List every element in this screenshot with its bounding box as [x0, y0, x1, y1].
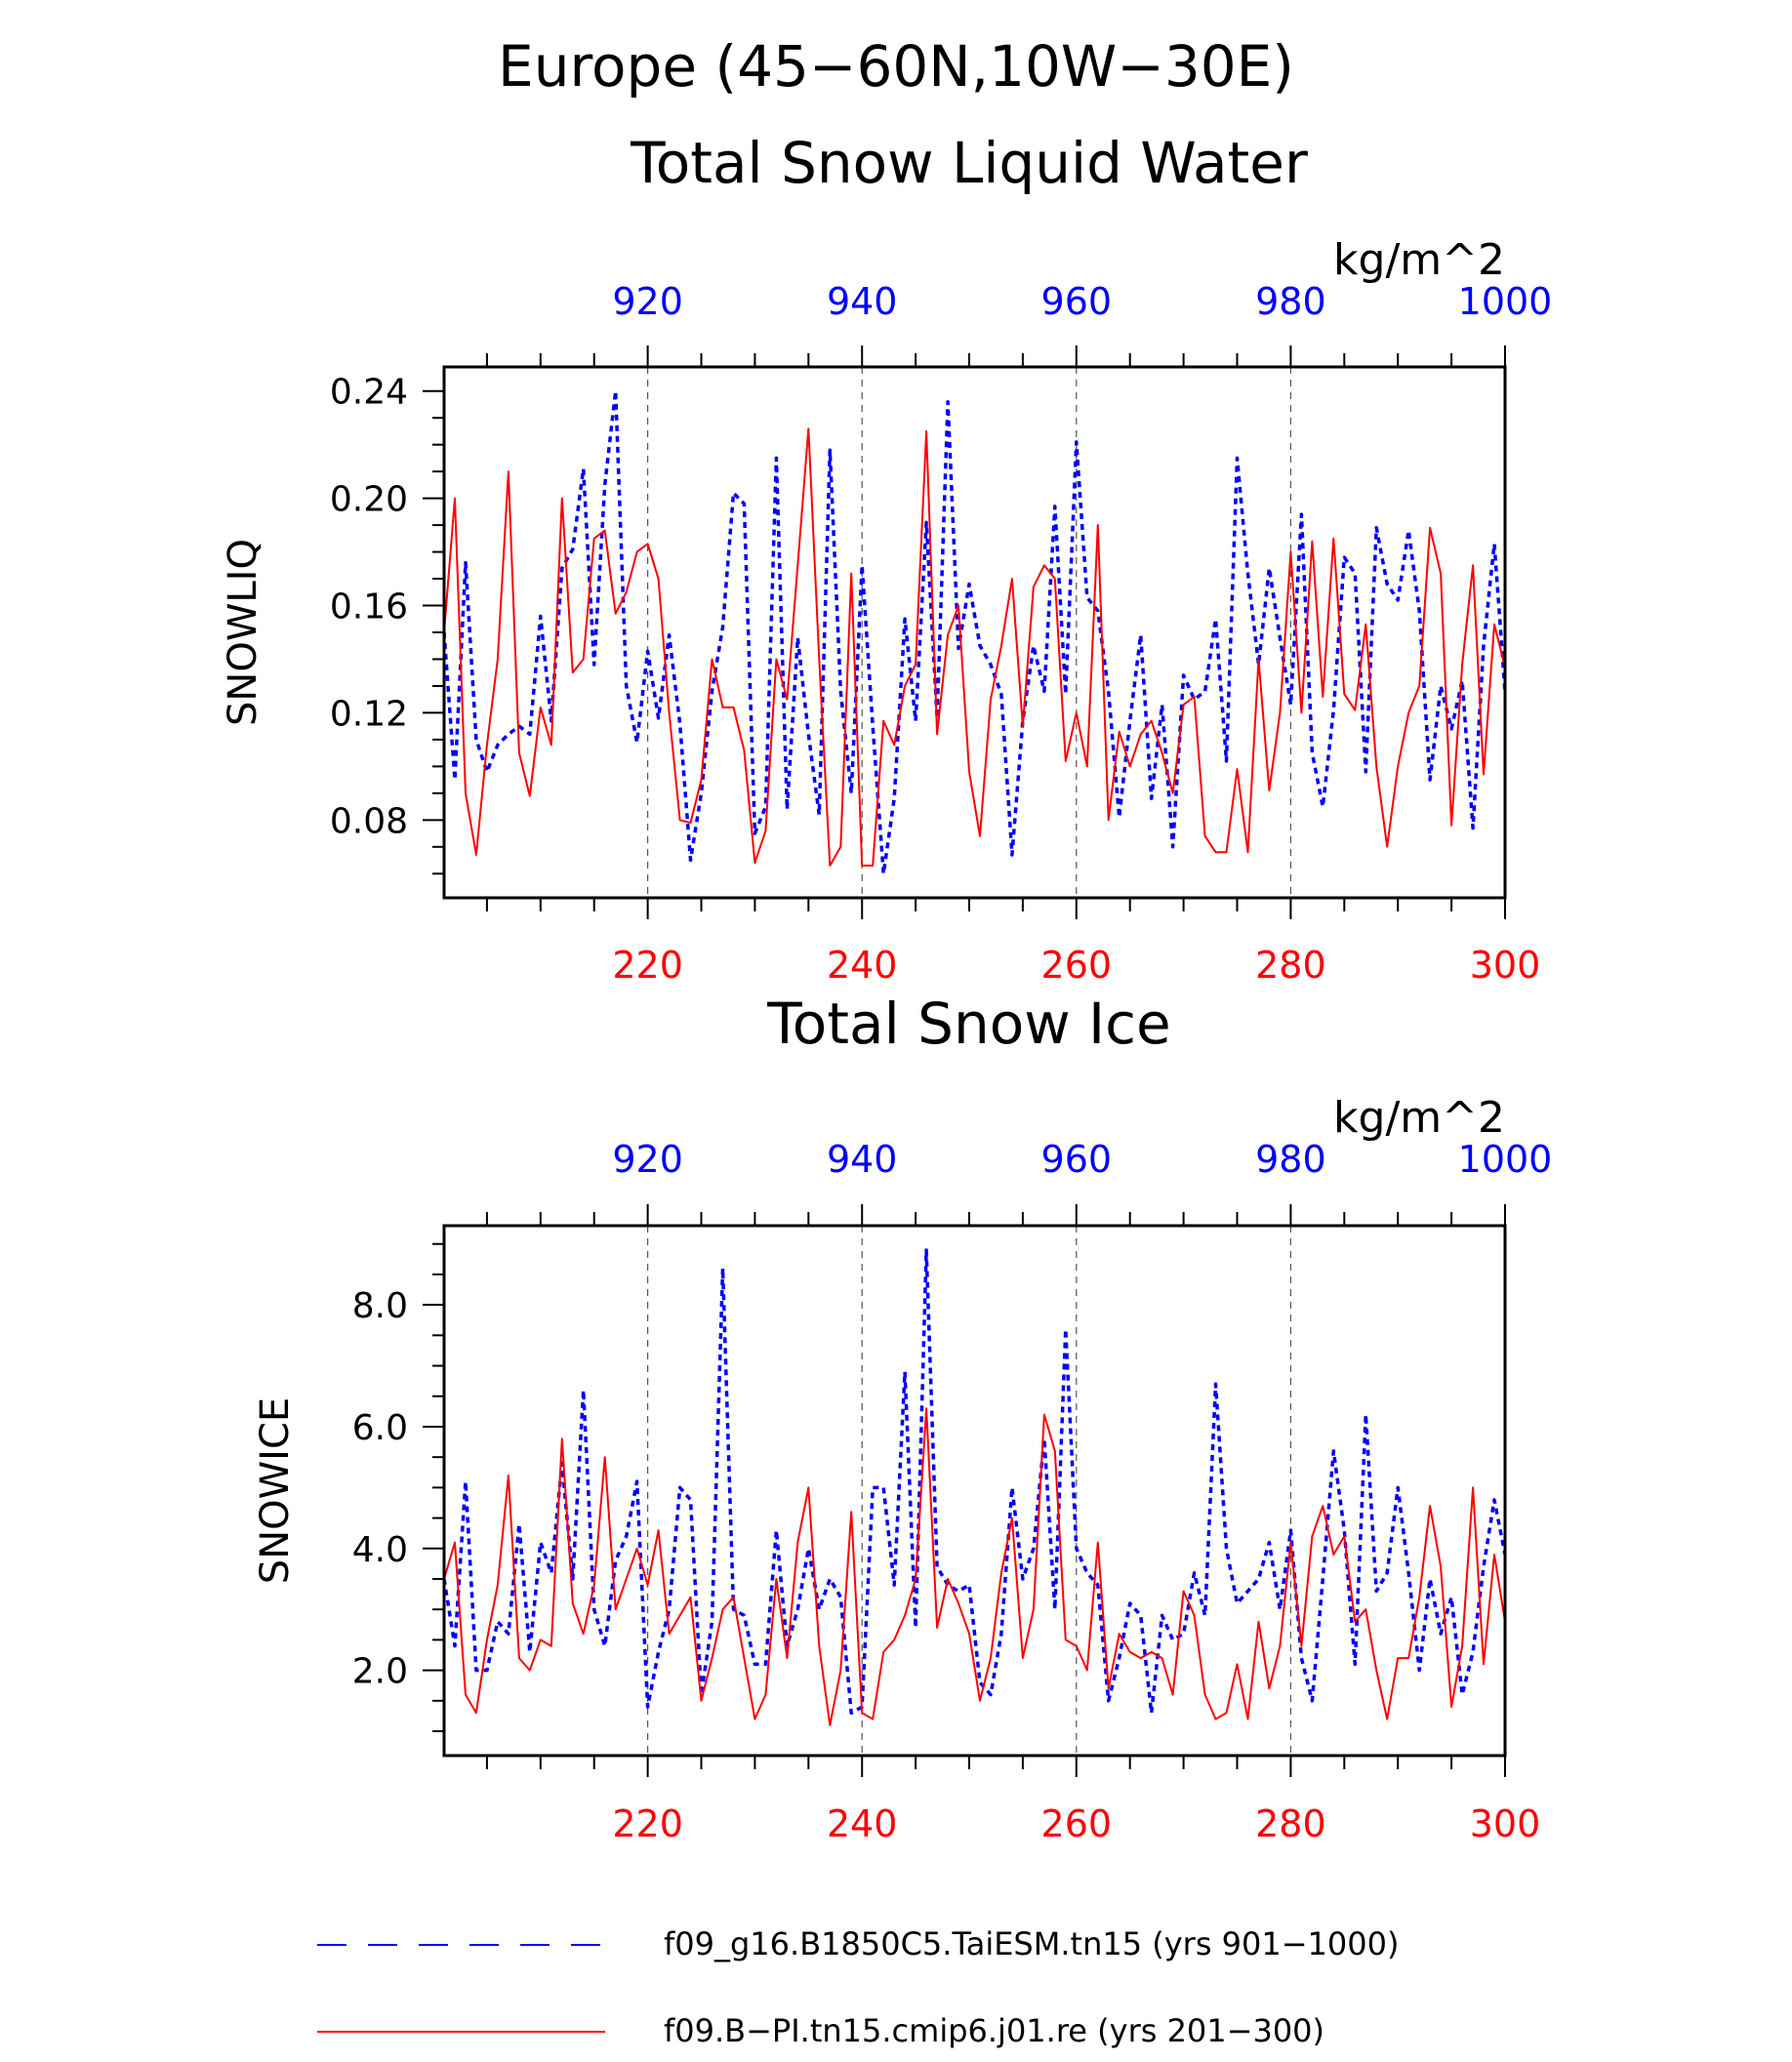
y-tick-label: 8.0	[352, 1286, 408, 1326]
x-top-tick-label: 940	[827, 1138, 898, 1181]
x-bottom-tick-label: 280	[1255, 1802, 1326, 1845]
x-top-tick-label: 980	[1255, 1138, 1326, 1181]
y-axis-label: SNOWLIQ	[221, 539, 265, 726]
snowliq-panel: Total Snow Liquid Water kg/m^2 0.08 0.12 0.1…	[221, 130, 1552, 987]
x-top-tick-label: 940	[827, 280, 898, 323]
series-line-red	[443, 1407, 1506, 1726]
x-bottom-tick-label: 220	[612, 944, 683, 987]
series-line-blue	[442, 1248, 1507, 1716]
y-axis-label: SNOWICE	[253, 1397, 298, 1584]
y-tick-label: 0.20	[330, 480, 408, 520]
y-tick-label: 0.16	[330, 587, 408, 627]
x-bottom-tick-label: 300	[1470, 1802, 1541, 1845]
units-label: kg/m^2	[1333, 235, 1505, 285]
figure-title-region: Europe (45−60N,10W−30E)	[498, 33, 1294, 100]
panel-title: Total Snow Liquid Water	[630, 130, 1308, 196]
series-line-red	[443, 427, 1506, 867]
snowice-panel: Total Snow Ice kg/m^2 2.0 4.0 6.0 8.0 SNOWICE 2…	[253, 991, 1552, 1845]
legend: f09_g16.B1850C5.TaiESM.tn15 (yrs 901−100…	[317, 1925, 1399, 2049]
legend-label-blue: f09_g16.B1850C5.TaiESM.tn15 (yrs 901−100…	[664, 1925, 1399, 1962]
x-bottom-tick-label: 240	[827, 1802, 898, 1845]
x-top-tick-label: 960	[1041, 280, 1113, 323]
series-line-blue	[442, 388, 1507, 876]
legend-label-red: f09.B−PI.tn15.cmip6.j01.re (yrs 201−300)	[664, 2012, 1324, 2049]
x-bottom-tick-label: 300	[1470, 944, 1541, 987]
x-top-tick-label: 920	[612, 280, 683, 323]
x-bottom-tick-label: 260	[1041, 944, 1113, 987]
y-tick-label: 0.24	[330, 373, 408, 413]
x-bottom-tick-label: 280	[1255, 944, 1326, 987]
x-top-tick-label: 960	[1041, 1138, 1113, 1181]
units-label: kg/m^2	[1333, 1093, 1505, 1143]
x-bottom-tick-label: 240	[827, 944, 898, 987]
panel-title: Total Snow Ice	[766, 991, 1171, 1057]
y-tick-label: 0.08	[330, 801, 408, 841]
x-top-tick-label: 1000	[1458, 280, 1553, 323]
x-bottom-tick-label: 260	[1041, 1802, 1113, 1845]
y-tick-label: 0.12	[330, 694, 408, 734]
x-top-tick-label: 920	[612, 1138, 683, 1181]
y-tick-label: 4.0	[352, 1530, 408, 1570]
x-bottom-tick-label: 220	[612, 1802, 683, 1845]
x-top-tick-label: 980	[1255, 280, 1326, 323]
x-top-tick-label: 1000	[1458, 1138, 1553, 1181]
plot-frame	[442, 1224, 1507, 1758]
y-tick-label: 2.0	[352, 1652, 408, 1692]
y-tick-label: 6.0	[352, 1408, 408, 1448]
